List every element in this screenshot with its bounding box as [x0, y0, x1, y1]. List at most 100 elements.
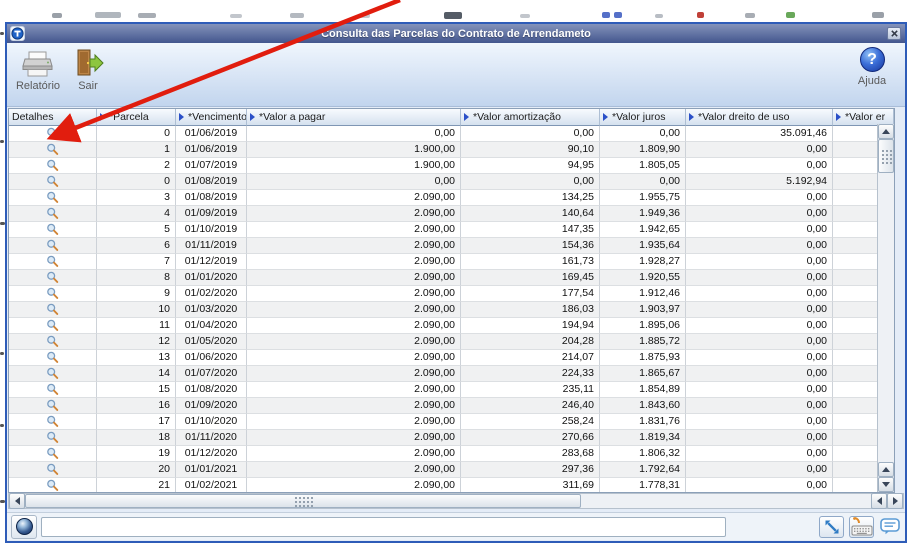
table-row[interactable]: 4 01/09/2019 2.090,00 140,64 1.949,36 0,00: [9, 206, 894, 222]
title-bar[interactable]: Consulta das Parcelas do Contrato de Arr…: [7, 24, 905, 43]
cell: 0,00: [686, 142, 833, 158]
details-button[interactable]: [9, 398, 97, 414]
cell: 283,68: [461, 446, 600, 462]
arrow-left-icon: [876, 497, 882, 505]
column-header-3[interactable]: *Valor a pagar: [247, 109, 461, 126]
table-row[interactable]: 10 01/03/2020 2.090,00 186,03 1.903,97 0,00: [9, 302, 894, 318]
cell: 6: [97, 238, 176, 254]
details-button[interactable]: [9, 478, 97, 492]
keyboard-button[interactable]: [849, 515, 874, 538]
cell: 0,00: [247, 126, 461, 142]
desktop-remnant: [655, 14, 663, 18]
connection-button[interactable]: [11, 514, 37, 539]
details-button[interactable]: [9, 430, 97, 446]
scroll-up-button[interactable]: [878, 124, 894, 139]
horizontal-scroll-thumb[interactable]: [25, 494, 581, 508]
details-button[interactable]: [9, 174, 97, 190]
details-button[interactable]: [9, 414, 97, 430]
column-header-4[interactable]: *Valor amortização: [461, 109, 600, 126]
exit-button[interactable]: Sair: [63, 47, 113, 103]
cell: 1.900,00: [247, 142, 461, 158]
table-row[interactable]: 2 01/07/2019 1.900,00 94,95 1.805,05 0,00: [9, 158, 894, 174]
table-row[interactable]: 9 01/02/2020 2.090,00 177,54 1.912,46 0,00: [9, 286, 894, 302]
column-header-6[interactable]: *Valor dreito de uso: [686, 109, 833, 126]
details-button[interactable]: [9, 158, 97, 174]
details-button[interactable]: [9, 366, 97, 382]
details-button[interactable]: [9, 350, 97, 366]
table-row[interactable]: 13 01/06/2020 2.090,00 214,07 1.875,93 0,00: [9, 350, 894, 366]
cell: 258,24: [461, 414, 600, 430]
details-button[interactable]: [9, 286, 97, 302]
table-row[interactable]: 18 01/11/2020 2.090,00 270,66 1.819,34 0,00: [9, 430, 894, 446]
desktop-remnant: [0, 32, 4, 35]
table-row[interactable]: 1 01/06/2019 1.900,00 90,10 1.809,90 0,00: [9, 142, 894, 158]
cell: 0,00: [600, 174, 686, 190]
details-button[interactable]: [9, 222, 97, 238]
table-row[interactable]: 12 01/05/2020 2.090,00 204,28 1.885,72 0,00: [9, 334, 894, 350]
cell: 7: [97, 254, 176, 270]
cell: 0,00: [686, 462, 833, 478]
column-header-label: *Vencimento: [188, 111, 247, 123]
table-row[interactable]: 8 01/01/2020 2.090,00 169,45 1.920,55 0,00: [9, 270, 894, 286]
cell: 01/11/2020: [176, 430, 247, 446]
details-button[interactable]: [9, 270, 97, 286]
report-button[interactable]: Relatório: [13, 47, 63, 103]
desktop-remnant: [0, 222, 5, 225]
magnifier-icon: [47, 351, 59, 363]
scroll-left-button[interactable]: [9, 493, 25, 509]
details-button[interactable]: [9, 254, 97, 270]
table-row[interactable]: 0 01/06/2019 0,00 0,00 0,00 35.091,46: [9, 126, 894, 142]
table-row[interactable]: 15 01/08/2020 2.090,00 235,11 1.854,89 0,00: [9, 382, 894, 398]
details-button[interactable]: [9, 382, 97, 398]
scroll-left-button-right[interactable]: [871, 493, 887, 509]
table-row[interactable]: 16 01/09/2020 2.090,00 246,40 1.843,60 0,00: [9, 398, 894, 414]
table-row[interactable]: 6 01/11/2019 2.090,00 154,36 1.935,64 0,00: [9, 238, 894, 254]
chat-button[interactable]: [879, 516, 901, 538]
table-row[interactable]: 0 01/08/2019 0,00 0,00 0,00 5.192,94: [9, 174, 894, 190]
details-button[interactable]: [9, 238, 97, 254]
help-button[interactable]: ? Ajuda: [849, 47, 895, 103]
table-row[interactable]: 19 01/12/2020 2.090,00 283,68 1.806,32 0,00: [9, 446, 894, 462]
column-header-1[interactable]: *Parcela: [97, 109, 176, 126]
table-row[interactable]: 17 01/10/2020 2.090,00 258,24 1.831,76 0,00: [9, 414, 894, 430]
table-row[interactable]: 20 01/01/2021 2.090,00 297,36 1.792,64 0,00: [9, 462, 894, 478]
table-row[interactable]: 7 01/12/2019 2.090,00 161,73 1.928,27 0,00: [9, 254, 894, 270]
details-button[interactable]: [9, 126, 97, 142]
table-row[interactable]: 11 01/04/2020 2.090,00 194,94 1.895,06 0,00: [9, 318, 894, 334]
cell: 01/12/2020: [176, 446, 247, 462]
table-row[interactable]: 21 01/02/2021 2.090,00 311,69 1.778,31 0,00: [9, 478, 894, 492]
details-button[interactable]: [9, 206, 97, 222]
details-button[interactable]: [9, 318, 97, 334]
column-header-5[interactable]: *Valor juros: [600, 109, 686, 126]
desktop-remnant: [360, 14, 370, 18]
details-button[interactable]: [9, 302, 97, 318]
cell: 01/06/2019: [176, 126, 247, 142]
column-header-label: Detalhes: [12, 111, 54, 123]
table-row[interactable]: 14 01/07/2020 2.090,00 224,33 1.865,67 0,00: [9, 366, 894, 382]
table-row[interactable]: 3 01/08/2019 2.090,00 134,25 1.955,75 0,00: [9, 190, 894, 206]
desktop-remnant: [95, 12, 121, 18]
details-button[interactable]: [9, 446, 97, 462]
column-header-7[interactable]: *Valor er: [833, 109, 894, 126]
cell: 1.942,65: [600, 222, 686, 238]
cell: 1.778,31: [600, 478, 686, 492]
desktop-remnant: [520, 14, 530, 18]
horizontal-scrollbar[interactable]: [8, 493, 904, 509]
details-button[interactable]: [9, 142, 97, 158]
arrow-up-icon: [882, 129, 890, 134]
column-header-2[interactable]: *Vencimento: [176, 109, 247, 126]
vertical-scrollbar[interactable]: [877, 124, 894, 492]
close-button[interactable]: [887, 27, 901, 40]
vertical-scroll-thumb[interactable]: [878, 139, 894, 173]
resize-button[interactable]: [819, 515, 844, 538]
cell: 01/08/2019: [176, 190, 247, 206]
scroll-right-button[interactable]: [887, 493, 903, 509]
table-row[interactable]: 5 01/10/2019 2.090,00 147,35 1.942,65 0,00: [9, 222, 894, 238]
details-button[interactable]: [9, 190, 97, 206]
details-button[interactable]: [9, 334, 97, 350]
cell: 0,00: [686, 382, 833, 398]
scroll-track[interactable]: [878, 173, 894, 462]
scroll-down-button[interactable]: [878, 477, 894, 492]
details-button[interactable]: [9, 462, 97, 478]
scroll-up-button-bottom[interactable]: [878, 462, 894, 477]
